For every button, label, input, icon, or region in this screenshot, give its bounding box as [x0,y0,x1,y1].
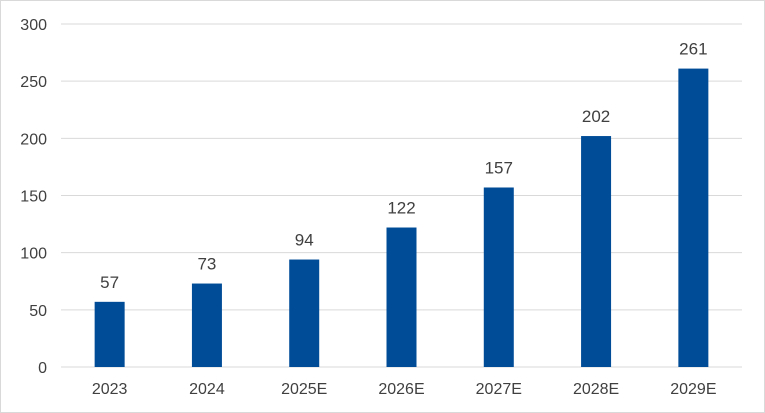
x-tick-label: 2024 [189,381,225,398]
data-labels: 57 73 94 122 157 202 261 [100,40,707,292]
x-tick-label: 2028E [573,381,619,398]
x-tick-label: 2029E [670,381,716,398]
data-label: 157 [485,158,513,177]
bar [191,283,222,367]
x-tick-label: 2026E [378,381,424,398]
y-tick-label: 0 [38,360,47,377]
bar [581,136,612,367]
data-label: 261 [679,40,707,59]
bar [289,259,320,367]
data-label: 202 [582,107,610,126]
y-tick-label: 50 [29,303,47,320]
x-tick-label: 2025E [281,381,327,398]
bars [94,68,709,367]
y-tick-label: 200 [20,131,47,148]
data-label: 73 [197,255,216,274]
x-tick-label: 2023 [92,381,128,398]
x-tick-label: 2027E [476,381,522,398]
data-label: 122 [387,199,415,218]
y-axis-tick-labels: 0 50 100 150 200 250 300 [20,17,47,377]
bar [386,227,417,367]
bar [483,187,514,367]
bar [678,68,709,367]
y-tick-label: 100 [20,246,47,263]
bar [94,301,125,367]
data-label: 57 [100,273,119,292]
y-tick-label: 150 [20,189,47,206]
x-axis-tick-labels: 2023 2024 2025E 2026E 2027E 2028E 2029E [92,381,717,398]
y-tick-label: 250 [20,74,47,91]
y-tick-label: 300 [20,17,47,34]
data-label: 94 [295,231,314,250]
